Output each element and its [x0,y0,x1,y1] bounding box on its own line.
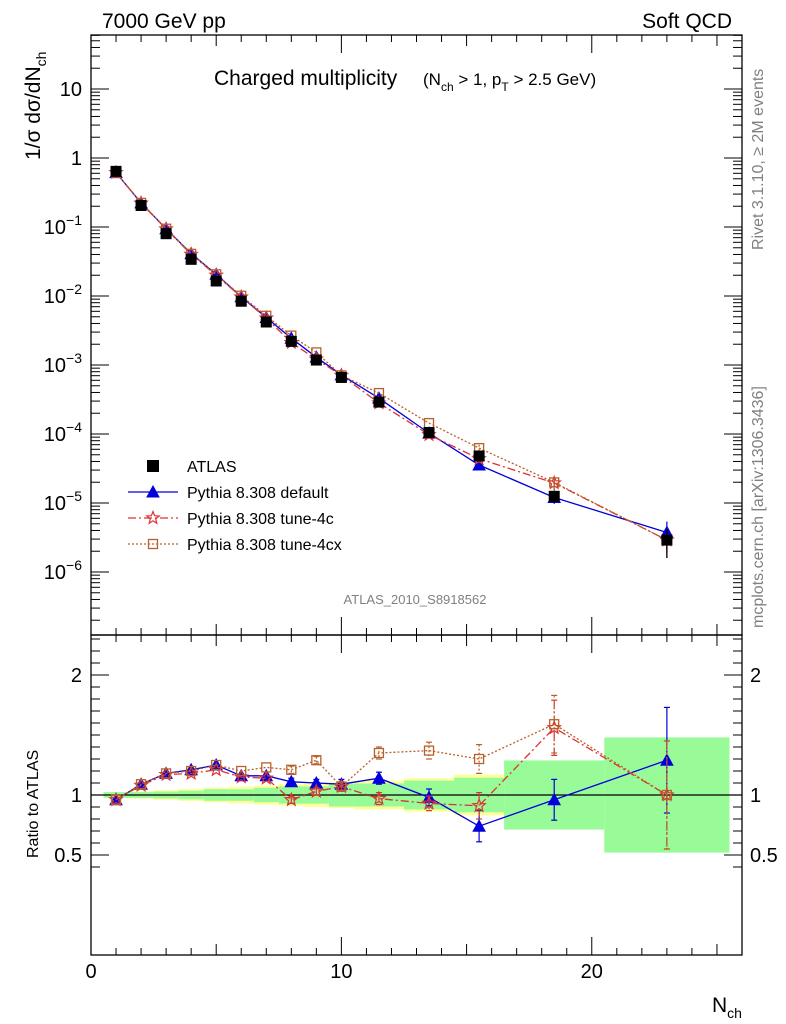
rivet-version-label: Rivet 3.1.10, ≥ 2M events [750,69,767,250]
ratio-point-default [372,771,386,784]
legend-label-tune-4c: Pythia 8.308 tune-4c [187,511,334,528]
y-axis-label: 1/σ dσ/dNch [22,52,49,160]
main-line-default [115,172,668,534]
chart-title-cuts: (Nch > 1, pT > 2.5 GeV) [423,70,596,94]
data-point [423,427,435,439]
data-point [473,450,485,462]
legend-label-default: Pythia 8.308 default [187,485,329,502]
ratio-point-tune-4cx [373,747,385,759]
y-tick-label: 10−3 [44,350,82,377]
x-tick-label: 10 [330,961,352,983]
ratio-point-tune-4cx [211,759,222,771]
ratio-point-tune-4cx [549,719,560,730]
ratio-point-tune-4cx [135,779,147,790]
ratio-y-tick-label: 1 [71,785,82,807]
header-energy-label: 7000 GeV pp [102,10,226,33]
ratio-point-tune-4cx [186,765,197,777]
data-point [335,371,347,383]
mcplots-reference-label: mcplots.cern.ch [arXiv:1306.3436] [750,386,767,628]
legend-marker-tune-4cx [147,538,159,550]
ratio-y-tick-label: 0.5 [54,845,82,867]
ratio-line-tune-4cx [115,723,668,801]
data-point [110,165,122,177]
ratio-point-tune-4cx [236,765,247,777]
ratio-point-tune-4c [371,790,387,806]
ratio-point-tune-4c [283,791,300,807]
ratio-point-tune-4cx [261,762,272,773]
main-point-tune-4cx [549,477,560,488]
y-tick-label: 10−5 [44,488,82,515]
data-point [260,316,272,328]
ratio-point-tune-4cx [423,745,435,756]
data-point [135,199,147,211]
data-point [160,228,172,240]
ratio-y-axis-label: Ratio to ATLAS [25,750,42,858]
y-tick-label: 1 [71,148,82,170]
data-point [235,295,247,307]
ratio-y-tick-label-right: 1 [750,785,761,807]
legend-marker-tune-4c [145,509,161,525]
ratio-point-tune-4cx [286,764,297,775]
data-point [661,534,673,546]
x-axis-label: Nch [712,994,742,1021]
chart-title: Charged multiplicity [214,67,398,90]
ratio-point-tune-4cx [473,753,485,765]
ratio-y-tick-label: 2 [71,665,82,687]
data-point [285,335,297,347]
ratio-y-tick-label-right: 2 [750,665,761,687]
legend-marker-default [146,484,160,498]
ratio-point-default [547,792,562,806]
x-tick-label: 0 [85,961,96,983]
ratio-line-tune-4c [115,726,668,807]
ratio-point-tune-4cx [110,794,122,805]
ratio-point-default [184,762,198,776]
y-tick-label: 10−4 [44,419,82,446]
y-tick-label: 10−6 [44,557,82,584]
ratio-y-tick-label-right: 0.5 [750,845,778,867]
data-point [310,354,322,366]
ratio-point-tune-4c [308,783,325,799]
ratio-point-tune-4cx [160,768,172,779]
data-point [210,275,222,287]
legend-label-tune-4cx: Pythia 8.308 tune-4cx [187,537,342,554]
data-point [373,396,385,408]
main-point-default [472,457,486,471]
data-point [185,253,197,265]
ratio-point-tune-4c [421,795,437,811]
ratio-point-default [472,819,486,832]
y-tick-label: 10−1 [44,212,82,239]
ratio-point-tune-4c [258,770,275,785]
main-line-tune-4cx [115,172,668,541]
ratio-point-default [284,774,299,788]
y-tick-label: 10 [60,79,82,101]
y-tick-label: 10−2 [44,281,82,308]
ratio-point-tune-4cx [311,755,322,766]
legend-label-atlas: ATLAS [187,459,237,476]
ratio-point-tune-4c [471,797,487,813]
header-process-label: Soft QCD [642,10,732,33]
analysis-id-label: ATLAS_2010_S8918562 [344,592,487,607]
data-point [548,490,560,502]
legend-marker-atlas [147,460,159,472]
ratio-point-tune-4cx [661,789,673,801]
x-tick-label: 20 [581,961,603,983]
ratio-point-tune-4cx [336,781,347,792]
